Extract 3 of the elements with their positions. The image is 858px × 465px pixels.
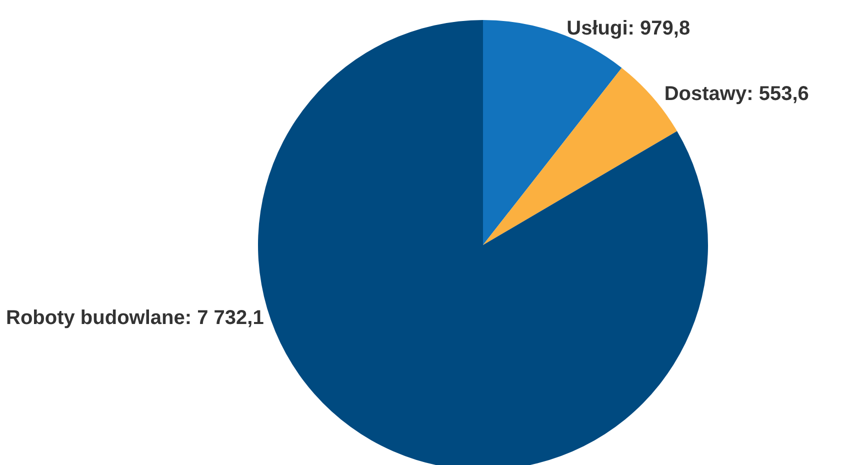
slice-label: Roboty budowlane: 7 732,1 <box>6 307 264 329</box>
slice-label: Dostawy: 553,6 <box>664 83 809 106</box>
slice-label: Usługi: 979,8 <box>566 18 690 40</box>
